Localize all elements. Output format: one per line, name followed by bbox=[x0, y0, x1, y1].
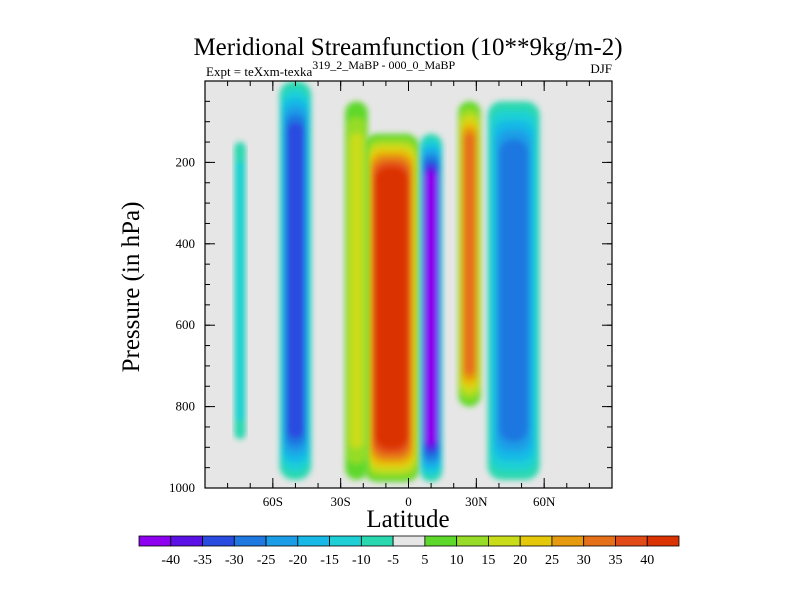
x-tick-label: 0 bbox=[405, 494, 412, 509]
cell-south-upper-level-15 bbox=[349, 132, 364, 449]
colorbar-label: 35 bbox=[608, 553, 622, 568]
x-tick-label: 60S bbox=[263, 494, 283, 509]
colorbar-box bbox=[519, 535, 553, 547]
x-tick-label: 30S bbox=[331, 494, 351, 509]
y-tick-label: 200 bbox=[176, 154, 196, 169]
cell-north-positive-level-30 bbox=[463, 133, 476, 375]
colorbar-box bbox=[233, 535, 267, 547]
y-axis-label: Pressure (in hPa) bbox=[118, 202, 145, 373]
experiment-label: Expt = teXxm-texka319_2_MaBP - 000_0_MaB… bbox=[206, 58, 455, 79]
colorbar-label: 30 bbox=[577, 553, 591, 568]
colorbar-box bbox=[583, 535, 616, 547]
colorbar-box bbox=[170, 535, 203, 547]
season-label: DJF bbox=[590, 61, 612, 76]
colorbar-label: -10 bbox=[352, 553, 371, 568]
experiment-label-base: Expt = teXxm-texka bbox=[206, 64, 312, 79]
colorbar-box bbox=[138, 535, 172, 547]
high-lat-south-negative-level--10 bbox=[235, 160, 245, 421]
colorbar-label: 40 bbox=[640, 553, 654, 568]
y-tick-label: 800 bbox=[176, 399, 196, 414]
subtropical-cell-south-level-45 bbox=[377, 172, 406, 444]
colorbar-box bbox=[551, 535, 585, 547]
y-tick-label: 600 bbox=[176, 317, 196, 332]
x-tick-label: 60N bbox=[533, 494, 556, 509]
colorbar-box bbox=[488, 535, 521, 547]
y-tick-label: 400 bbox=[176, 236, 196, 251]
colorbar-box bbox=[265, 535, 299, 547]
x-axis-label: Latitude bbox=[366, 506, 449, 533]
colorbar-label: -40 bbox=[161, 553, 180, 568]
colorbar: -40 -35 -30 -25 -20 -15 -10 -5 5 10 15 20 25 30 35 40 bbox=[138, 535, 680, 568]
colorbar-label: 15 bbox=[481, 553, 495, 568]
colorbar-box bbox=[329, 535, 362, 547]
colorbar-box bbox=[424, 535, 458, 547]
midlat-south-negative bbox=[279, 81, 312, 480]
colorbar-label: 10 bbox=[450, 553, 464, 568]
cell-south-upper bbox=[345, 101, 368, 480]
colorbar-label: 5 bbox=[421, 553, 428, 568]
colorbar-label: 25 bbox=[545, 553, 559, 568]
midlat-north-negative-level--25 bbox=[499, 139, 529, 443]
cell-north-negative bbox=[419, 133, 443, 482]
colorbar-box bbox=[202, 535, 235, 547]
streamfunction-field bbox=[234, 81, 540, 482]
colorbar-label: -35 bbox=[193, 553, 212, 568]
y-tick-label: 1000 bbox=[169, 480, 195, 495]
axis-ticks: 60S 30S 0 30N 60N 200 400 600 800 1000 bbox=[169, 81, 612, 509]
cell-north-negative-level--40 bbox=[425, 171, 437, 444]
colorbar-box bbox=[392, 535, 426, 547]
colorbar-box bbox=[615, 535, 648, 547]
cell-north-positive bbox=[458, 101, 481, 407]
colorbar-box bbox=[297, 535, 330, 547]
midlat-north-negative bbox=[487, 101, 540, 480]
colorbar-box bbox=[360, 535, 394, 547]
chart-title: Meridional Streamfunction (10**9kg/m-2) bbox=[193, 34, 622, 61]
colorbar-label: -25 bbox=[257, 553, 276, 568]
colorbar-label: 20 bbox=[513, 553, 527, 568]
colorbar-label: -30 bbox=[225, 553, 244, 568]
x-tick-label: 30N bbox=[465, 494, 488, 509]
colorbar-label: -20 bbox=[288, 553, 307, 568]
colorbar-label: -15 bbox=[320, 553, 339, 568]
high-lat-south-negative bbox=[234, 142, 246, 440]
colorbar-box bbox=[456, 535, 489, 547]
colorbar-label: -5 bbox=[387, 553, 399, 568]
subtropical-cell-south bbox=[363, 133, 420, 482]
experiment-label-super: 319_2_MaBP - 000_0_MaBP bbox=[312, 58, 455, 72]
colorbar-box bbox=[646, 535, 680, 547]
midlat-south-negative-level--30 bbox=[286, 122, 305, 439]
